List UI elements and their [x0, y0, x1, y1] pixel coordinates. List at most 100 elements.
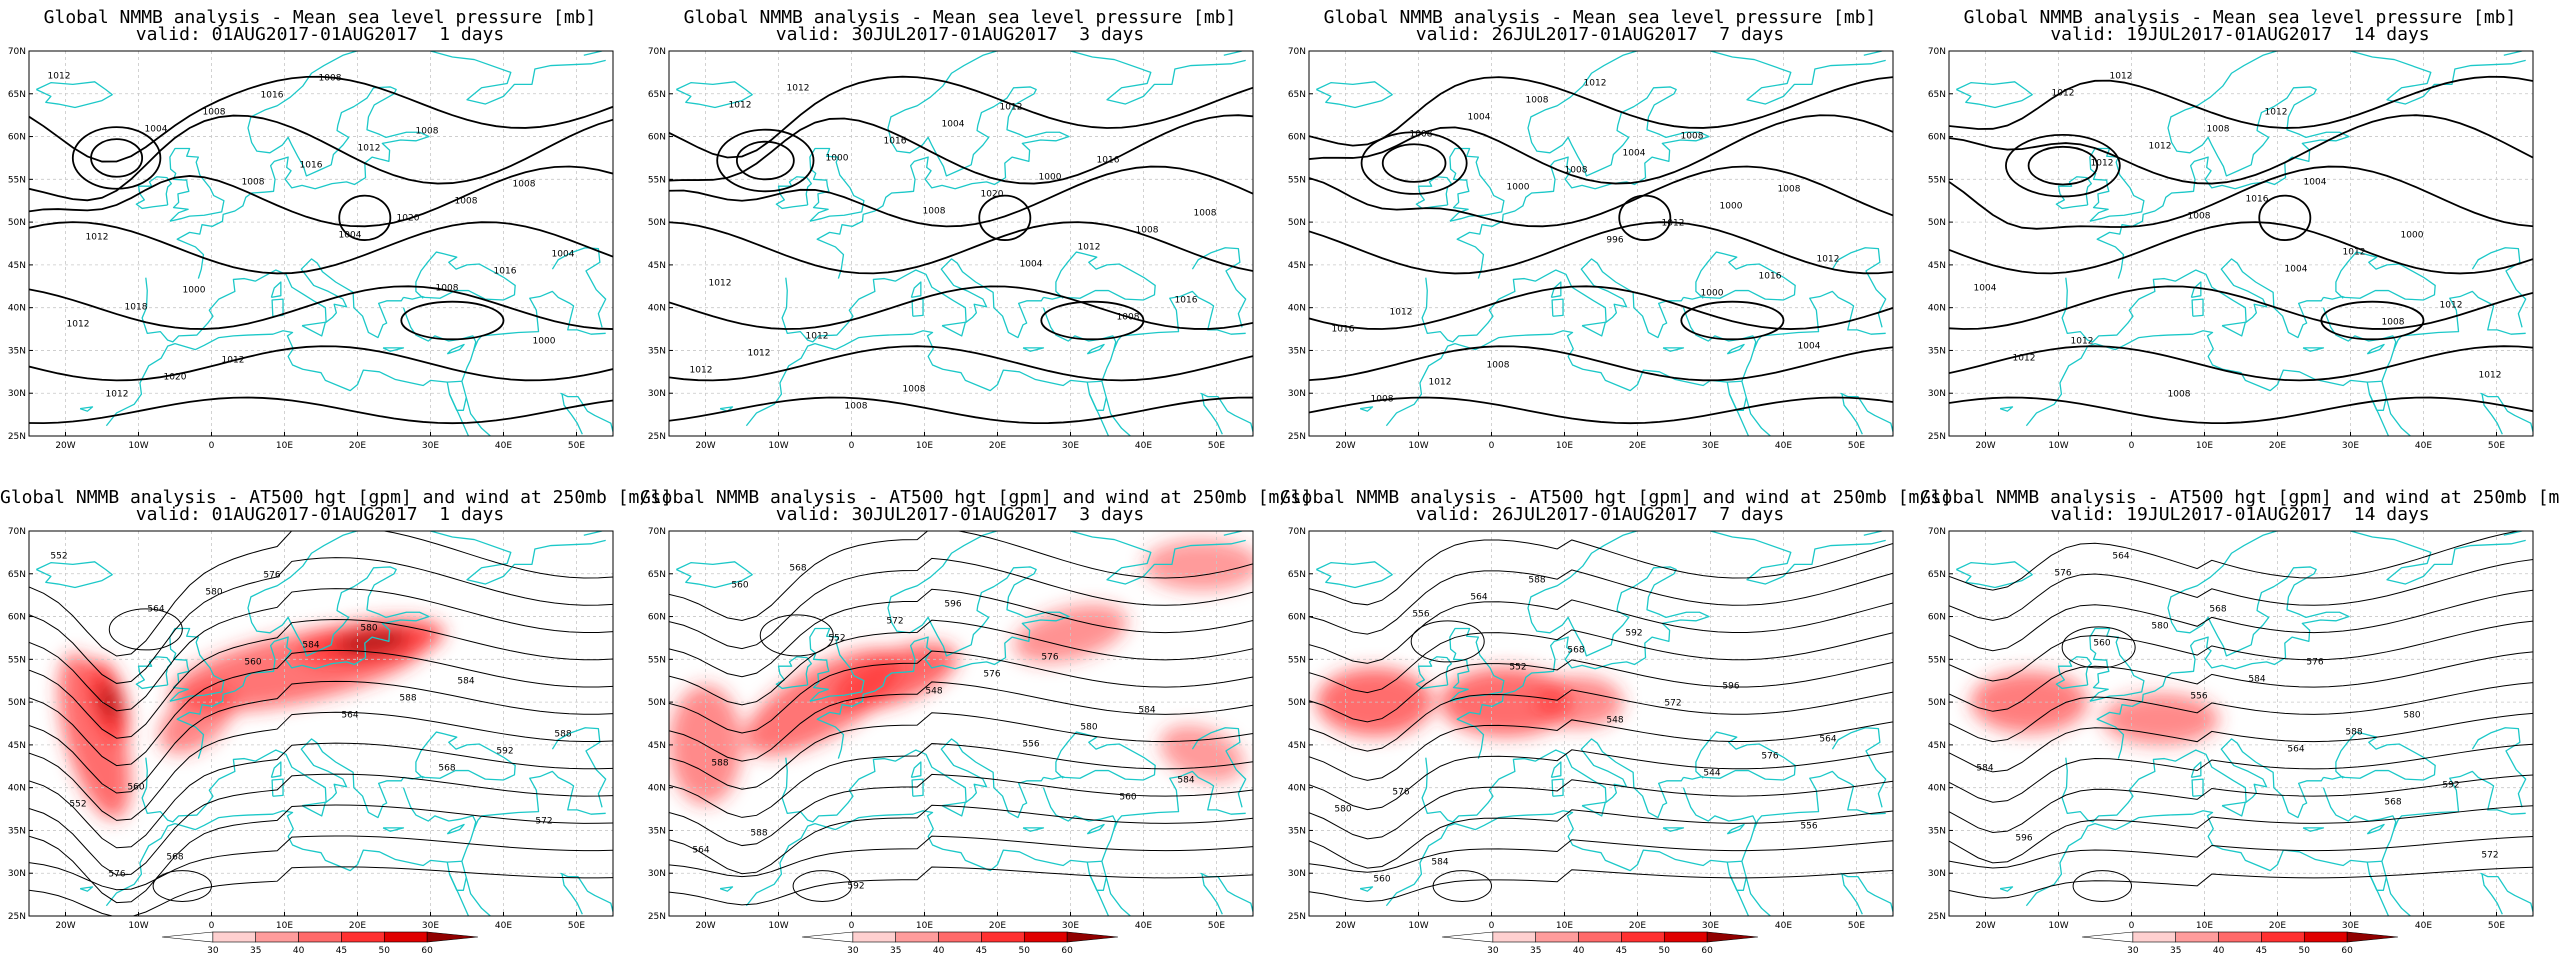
lon-tick-label: 50E: [568, 921, 585, 931]
lat-tick-label: 40N: [648, 304, 666, 314]
lon-tick-label: 0: [1489, 921, 1495, 931]
lon-tick-label: 20E: [2269, 441, 2286, 451]
z500-panel: Global NMMB analysis - AT500 hgt [gpm] a…: [0, 480, 672, 960]
lon-tick-label: 10W: [768, 921, 788, 931]
contour-label: 572: [886, 617, 903, 627]
lat-tick-label: 70N: [648, 47, 666, 57]
contour-label: 1004: [942, 120, 965, 130]
isobars: [1949, 75, 2533, 424]
colorbar-tick-label: 60: [1701, 946, 1713, 956]
lon-tick-label: 0: [209, 441, 215, 451]
lon-tick-label: 10E: [2196, 441, 2213, 451]
contour-label: 560: [731, 581, 748, 591]
contour-label: 1008: [1526, 96, 1549, 106]
contour-label: 580: [2403, 711, 2420, 721]
contour-label: 1008: [1117, 313, 1140, 323]
lat-tick-label: 35N: [1928, 826, 1946, 836]
contour-label: 572: [2481, 851, 2498, 861]
panel-valid-period: valid: 26JUL2017-01AUG2017 7 days: [1415, 24, 1785, 45]
contour-label: 1012: [2149, 142, 2172, 152]
lon-tick-label: 20E: [1629, 921, 1646, 931]
map-frame: 560 552 548 556 560 564 568 572 576 580 584 588 592 5…: [648, 527, 1254, 931]
lat-tick-label: 55N: [648, 175, 666, 185]
contour-label: 1016: [1332, 325, 1355, 335]
lat-tick-label: 35N: [1288, 346, 1306, 356]
lat-tick-label: 25N: [1288, 912, 1306, 922]
lat-tick-label: 40N: [1288, 784, 1306, 794]
contour-label: 588: [554, 730, 571, 740]
contour-label: 1008: [455, 197, 478, 207]
contour-label: 1008: [2168, 390, 2191, 400]
lon-tick-label: 0: [2129, 921, 2135, 931]
contour-label: 556: [1412, 610, 1429, 620]
contour-label: 568: [438, 764, 455, 774]
contour-label: 1012: [48, 72, 71, 82]
contour-label: 564: [1470, 593, 1487, 603]
contour-label: 1012: [106, 390, 129, 400]
lat-tick-label: 25N: [8, 432, 26, 442]
contour-label: 560: [2093, 639, 2110, 649]
contour-label: 576: [1761, 752, 1778, 762]
contour-label: 1016: [300, 161, 323, 171]
lat-tick-label: 55N: [1928, 175, 1946, 185]
contour-label: 1012: [2013, 354, 2036, 364]
lon-tick-label: 40E: [1135, 921, 1152, 931]
contour-label: 1012: [1584, 79, 1607, 89]
contour-label: 1008: [513, 180, 536, 190]
coastlines: [1956, 531, 2533, 916]
lat-tick-label: 35N: [8, 826, 26, 836]
contour-label: 1012: [2110, 72, 2133, 82]
contour-label: 560: [1119, 793, 1136, 803]
lat-tick-label: 45N: [648, 261, 666, 271]
lat-tick-label: 35N: [648, 346, 666, 356]
mslp-panel: Global NMMB analysis - Mean sea level pr…: [0, 0, 640, 480]
geopotential-contours: [1949, 531, 2533, 902]
lat-tick-label: 55N: [1288, 655, 1306, 665]
colorbar-tick-label: 50: [1659, 946, 1671, 956]
contour-label: 580: [1334, 805, 1351, 815]
colorbar-tick-label: 30: [847, 946, 859, 956]
contour-label: 1016: [884, 137, 907, 147]
contour-label: 1008: [845, 402, 868, 412]
lat-tick-label: 30N: [648, 869, 666, 879]
lon-tick-label: 20W: [55, 441, 75, 451]
contour-label: 1012: [358, 144, 381, 154]
contour-label: 576: [2054, 569, 2071, 579]
lat-tick-label: 50N: [1928, 698, 1946, 708]
wind-colorbar: 30 35 40 45 50 60: [161, 931, 479, 956]
contour-label: 568: [1567, 646, 1584, 656]
lon-tick-label: 20E: [1629, 441, 1646, 451]
contour-label: 1008: [2207, 125, 2230, 135]
contour-label: 1004: [1798, 342, 1821, 352]
lon-tick-label: 20W: [695, 921, 715, 931]
wind-colorbar: 30 35 40 45 50 60: [1441, 931, 1759, 956]
contour-label: 1012: [1662, 219, 1685, 229]
lat-tick-label: 25N: [1928, 912, 1946, 922]
panel-valid-period: valid: 19JUL2017-01AUG2017 14 days: [2050, 504, 2430, 525]
contour-label: 1012: [2052, 89, 2075, 99]
contour-label: 1000: [183, 286, 206, 296]
contour-label: 556: [1800, 822, 1817, 832]
panel-title: Global NMMB analysis - AT500 hgt [gpm] a…: [1920, 487, 2560, 508]
contour-label: 1012: [690, 366, 713, 376]
contour-label: 1016: [2246, 195, 2269, 205]
contour-label: 596: [944, 600, 961, 610]
colorbar-tick-label: 40: [1573, 946, 1585, 956]
lat-tick-label: 40N: [8, 784, 26, 794]
contour-label: 560: [244, 658, 261, 668]
contour-labels: 560 556 564 568 572 576 580 584 588 592 596 564 568 5…: [1976, 552, 2498, 861]
lat-tick-label: 50N: [1928, 218, 1946, 228]
lat-tick-label: 45N: [1928, 741, 1946, 751]
contour-label: 588: [2345, 728, 2362, 738]
panel-title: Global NMMB analysis - Mean sea level pr…: [1323, 7, 1877, 28]
lat-tick-label: 60N: [8, 133, 26, 143]
panel-valid-period: valid: 01AUG2017-01AUG2017 1 days: [135, 504, 505, 525]
contour-label: 1004: [2285, 265, 2308, 275]
lat-tick-label: 40N: [8, 304, 26, 314]
contour-labels: 556 552 548 544 556 560 564 568 572 576 580 584 588 5…: [1334, 576, 1836, 885]
coastlines: [676, 531, 1253, 916]
contour-label: 588: [1528, 576, 1545, 586]
wind-250mb-shading: [58, 618, 445, 820]
lon-tick-label: 40E: [495, 921, 512, 931]
lat-lon-grid: [29, 51, 613, 436]
